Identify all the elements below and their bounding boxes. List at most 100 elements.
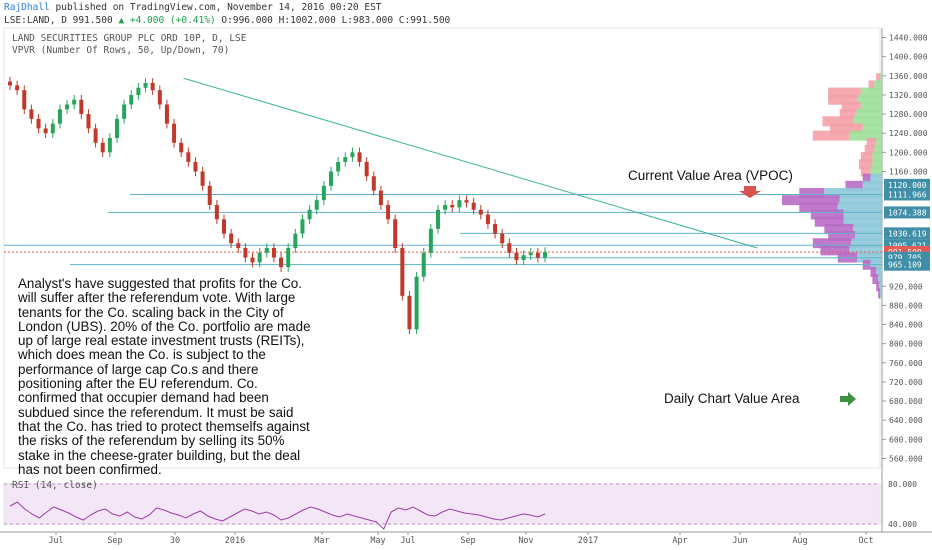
price-tag-box xyxy=(884,227,930,240)
volume-profile-bar-down xyxy=(845,180,863,191)
candle-body xyxy=(22,90,27,110)
candle-body xyxy=(321,185,326,201)
candle-body xyxy=(450,204,455,208)
candle-body xyxy=(393,219,398,248)
candle-body xyxy=(371,176,376,191)
candle-body xyxy=(307,209,312,220)
candle-body xyxy=(65,104,70,110)
volume-profile-bar-down xyxy=(822,116,854,127)
volume-profile-bar-up xyxy=(872,152,882,163)
time-tick-label: Sep xyxy=(107,536,122,546)
rsi-line xyxy=(9,501,546,530)
indicator-label: VPVR (Number Of Rows, 50, Up/Down, 70) xyxy=(12,45,230,56)
price-tag-label: 1120.000 xyxy=(888,181,927,190)
volume-profile-bar-down xyxy=(876,281,880,292)
price-tick-label: 1160.000 xyxy=(889,167,928,176)
last-price: 991.500 xyxy=(72,15,113,26)
open-value: O:996.000 xyxy=(221,15,273,26)
candle-body xyxy=(236,243,241,248)
rsi-tick-label: 80.000 xyxy=(888,480,917,489)
time-tick-label: Jul xyxy=(400,536,415,546)
high-value: H:1002.000 xyxy=(278,15,336,26)
candle-body xyxy=(207,185,212,205)
volume-profile-bar-down xyxy=(799,188,825,198)
candle-body xyxy=(186,152,191,162)
candle-body xyxy=(72,99,77,105)
volume-profile-bar-down xyxy=(824,223,854,234)
volume-profile-bar-down xyxy=(864,144,875,155)
candle-body xyxy=(514,252,519,260)
ohlc-line: LSE:LAND, D 991.500 ▲ +4.000 (+0.41%) O:… xyxy=(4,15,450,26)
volume-profile-bar-down xyxy=(858,159,873,170)
volume-profile-bar-down xyxy=(820,245,850,256)
price-tick-label: 1200.000 xyxy=(889,148,928,157)
volume-profile-bar-down xyxy=(830,123,863,134)
time-tick-label: Nov xyxy=(518,536,533,546)
price-tick-label: 600.000 xyxy=(889,435,923,444)
candle-body xyxy=(172,123,177,143)
price-tick-label: 840.000 xyxy=(889,321,923,330)
candle-body xyxy=(93,128,98,143)
vpoc-note: Current Value Area (VPOC) xyxy=(628,168,793,183)
candle-body xyxy=(343,157,348,162)
volume-profile-bar-up xyxy=(824,188,882,198)
time-tick-label: Sep xyxy=(460,536,475,546)
volume-profile-bar-down xyxy=(866,137,877,148)
candle-body xyxy=(36,118,41,129)
rsi-tick-label: 40.000 xyxy=(888,520,917,529)
volume-profile-bar-down xyxy=(799,202,838,213)
candle-body xyxy=(443,204,448,210)
volume-profile-bar-down xyxy=(860,152,873,163)
candle-body xyxy=(157,90,162,105)
volume-profile-bar-up xyxy=(876,266,882,277)
price-tick-label: 760.000 xyxy=(889,359,923,368)
candle-body xyxy=(350,152,355,158)
candle-body xyxy=(436,209,440,229)
price-tag-label: 1005.621 xyxy=(888,241,927,250)
candle-body xyxy=(400,248,405,296)
time-tick-label: Oct xyxy=(858,536,873,546)
volume-profile-bar-up xyxy=(849,245,882,256)
price-tag-label: 1074.388 xyxy=(888,208,927,217)
candle-body xyxy=(528,252,533,256)
low-value: L:983.000 xyxy=(341,15,394,26)
candle-body xyxy=(471,202,476,210)
candle-body xyxy=(250,257,255,263)
candle-body xyxy=(214,204,219,220)
price-tag-box xyxy=(884,188,930,201)
volume-profile-bar-down xyxy=(814,216,844,227)
candle-body xyxy=(122,104,127,119)
candle-body xyxy=(179,142,184,153)
candle-body xyxy=(86,114,91,129)
candle-body xyxy=(521,255,526,260)
price-tag: 1074.388 xyxy=(884,206,930,219)
author-link[interactable]: RajDhall xyxy=(4,2,50,13)
candle-body xyxy=(300,219,305,234)
time-tick-label: May xyxy=(370,536,385,546)
publish-line: RajDhall published on TradingView.com, N… xyxy=(4,2,382,13)
price-tag-label: 1111.966 xyxy=(888,190,927,199)
price-tag-label: 979.705 xyxy=(888,254,922,263)
volume-profile-bar-down xyxy=(876,73,881,84)
volume-profile-bar-down xyxy=(812,130,850,141)
candle-body xyxy=(357,152,362,162)
volume-profile-bar-down xyxy=(828,87,861,98)
volume-profile-bar-up xyxy=(870,166,882,177)
candle-body xyxy=(79,99,84,115)
rsi-label: RSI (14, close) xyxy=(12,480,98,491)
price-tick-label: 640.000 xyxy=(889,416,923,425)
volume-profile-bar-up xyxy=(853,223,882,234)
volume-profile-bar-up xyxy=(851,238,882,249)
volume-profile-bar-down xyxy=(828,231,856,242)
candle-body xyxy=(229,233,234,244)
price-tag-label: 1030.619 xyxy=(888,229,927,238)
volume-profile-bar-down xyxy=(828,94,857,105)
volume-profile-bar-up xyxy=(857,94,882,105)
daily-value-arrow-icon xyxy=(840,392,856,406)
time-tick-label: Jul xyxy=(48,536,63,546)
price-tag-box xyxy=(884,258,930,271)
price-tick-label: 1440.000 xyxy=(889,34,928,43)
